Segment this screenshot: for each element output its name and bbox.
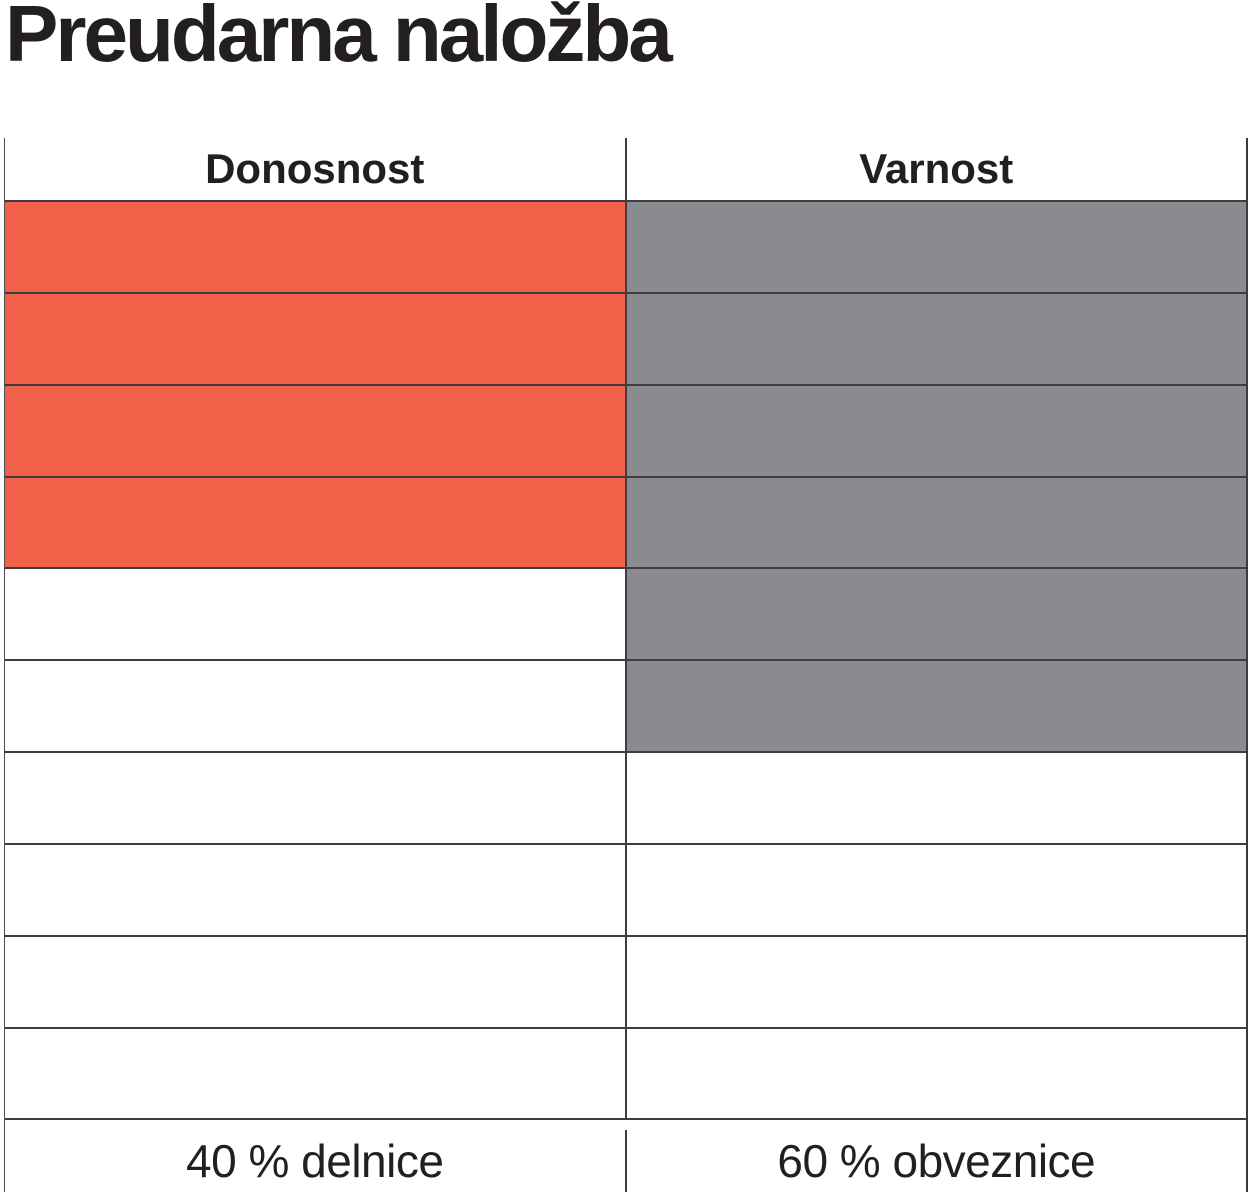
table-row [5,936,1246,1029]
waffle-grid [5,202,1246,1121]
table-row [5,661,1246,754]
empty-cell-donosnost [5,753,627,843]
column-header-varnost: Varnost [859,145,1014,192]
table-row [5,477,1246,570]
empty-cell-donosnost [5,936,627,1027]
footer-label-delnice: 40 % delnice [5,1130,627,1192]
table-row [5,202,1246,294]
filled-cell-varnost [626,477,1246,568]
empty-cell-varnost [626,753,1246,843]
empty-cell-donosnost [5,844,627,935]
empty-cell-donosnost [5,661,627,752]
allocation-table: Donosnost Varnost 40 % delnice 60 % obve… [4,138,1248,1192]
table-row [5,385,1246,478]
table-header-row: Donosnost Varnost [5,138,1246,202]
empty-cell-varnost [626,844,1246,935]
filled-cell-donosnost [5,293,627,384]
empty-cell-donosnost [5,569,627,660]
filled-cell-varnost [626,385,1246,476]
footer-label-obveznice: 60 % obveznice [777,1135,1096,1188]
filled-cell-varnost [626,202,1246,292]
filled-cell-donosnost [5,477,627,568]
filled-cell-varnost [626,661,1246,752]
page-title: Preudarna naložba [5,0,673,78]
empty-cell-varnost [626,936,1246,1027]
empty-cell-donosnost [5,1028,627,1119]
table-row [5,753,1246,845]
table-row [5,569,1246,662]
empty-cell-varnost [626,1028,1246,1119]
table-row [5,844,1246,937]
filled-cell-varnost [626,293,1246,384]
column-header-donosnost: Donosnost [5,138,627,200]
filled-cell-donosnost [5,385,627,476]
table-row [5,293,1246,386]
table-row [5,1028,1246,1121]
table-footer-row: 40 % delnice 60 % obveznice [5,1120,1246,1192]
filled-cell-donosnost [5,202,627,292]
filled-cell-varnost [626,569,1246,660]
